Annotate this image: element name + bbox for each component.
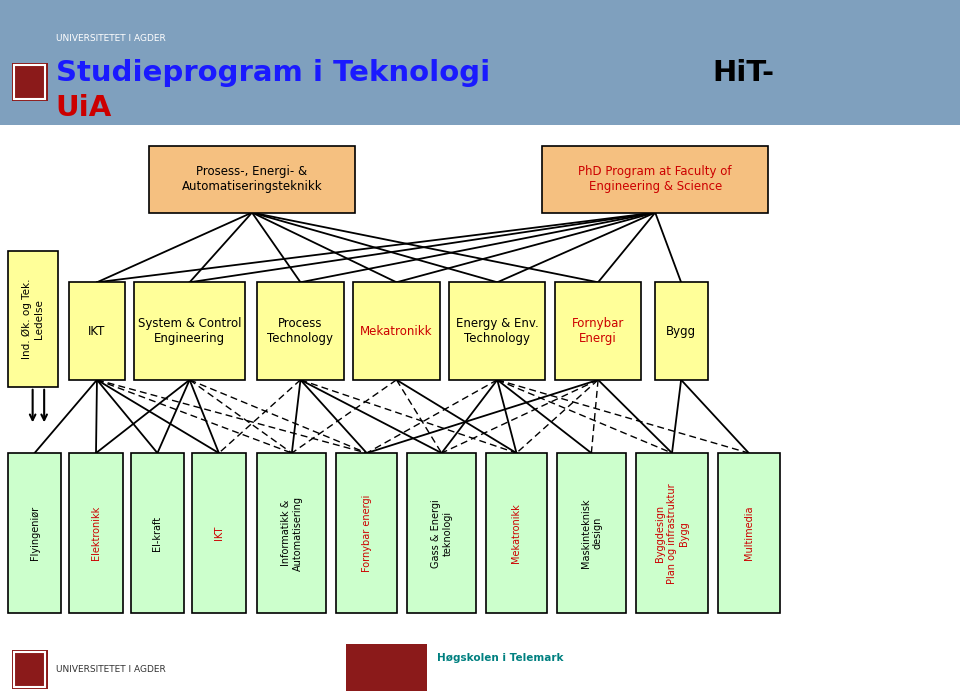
Text: Byggdesign
Plan og infrastruktur
Bygg: Byggdesign Plan og infrastruktur Bygg (656, 483, 688, 583)
FancyBboxPatch shape (14, 65, 45, 99)
FancyBboxPatch shape (12, 63, 48, 101)
FancyBboxPatch shape (69, 623, 784, 671)
Text: Studieprogram i Teknologi: Studieprogram i Teknologi (56, 59, 490, 87)
Text: Mekatronikk: Mekatronikk (360, 325, 433, 337)
FancyBboxPatch shape (336, 453, 397, 613)
FancyBboxPatch shape (131, 453, 184, 613)
Text: HiT-: HiT- (712, 59, 775, 87)
Text: IKT: IKT (88, 325, 106, 337)
FancyBboxPatch shape (542, 146, 768, 213)
FancyBboxPatch shape (134, 282, 245, 380)
FancyBboxPatch shape (557, 453, 626, 613)
FancyBboxPatch shape (555, 282, 641, 380)
FancyBboxPatch shape (718, 453, 780, 613)
Text: Mekatronikk: Mekatronikk (512, 503, 521, 563)
Text: Flyingeniør: Flyingeniør (30, 506, 39, 560)
FancyBboxPatch shape (0, 0, 960, 125)
FancyBboxPatch shape (12, 650, 48, 689)
Text: Fornybar
Energi: Fornybar Energi (572, 317, 624, 345)
Text: Gass & Energi
teknologi: Gass & Energi teknologi (431, 499, 452, 567)
Text: PhD Program at Faculty of
Engineering & Science: PhD Program at Faculty of Engineering & … (579, 165, 732, 194)
Text: Energy & Env.
Technology: Energy & Env. Technology (456, 317, 539, 345)
Text: Høgskolen i Telemark: Høgskolen i Telemark (437, 653, 564, 663)
FancyBboxPatch shape (449, 282, 545, 380)
Text: System & Control
Engineering: System & Control Engineering (138, 317, 241, 345)
FancyBboxPatch shape (257, 282, 344, 380)
Text: El-kraft: El-kraft (153, 516, 162, 551)
Text: Prosess-, Energi- &
Automatiseringsteknikk: Prosess-, Energi- & Automatiseringstekni… (181, 165, 323, 194)
FancyBboxPatch shape (655, 282, 708, 380)
FancyBboxPatch shape (14, 652, 45, 687)
FancyBboxPatch shape (192, 453, 246, 613)
FancyBboxPatch shape (0, 620, 960, 697)
FancyBboxPatch shape (636, 453, 708, 613)
Text: Elektronikk: Elektronikk (91, 506, 101, 560)
FancyBboxPatch shape (69, 453, 123, 613)
FancyBboxPatch shape (8, 251, 58, 387)
Text: UNIVERSITETET I AGDER: UNIVERSITETET I AGDER (56, 665, 165, 673)
Text: UNIVERSITETET I AGDER: UNIVERSITETET I AGDER (56, 34, 165, 43)
Text: Maskinteknisk
design: Maskinteknisk design (581, 498, 602, 568)
FancyBboxPatch shape (69, 282, 125, 380)
Text: Fornybar energi: Fornybar energi (362, 494, 372, 572)
Text: Informatikk &
Automatisering: Informatikk & Automatisering (281, 496, 302, 571)
FancyBboxPatch shape (407, 453, 476, 613)
FancyBboxPatch shape (346, 644, 427, 691)
FancyBboxPatch shape (149, 146, 355, 213)
Text: UiA: UiA (56, 94, 112, 122)
Text: Ind. Øk. og Tek.
Ledelse: Ind. Øk. og Tek. Ledelse (22, 279, 43, 359)
Text: Process
Technology: Process Technology (268, 317, 333, 345)
FancyBboxPatch shape (353, 282, 440, 380)
Text: Multimedia: Multimedia (744, 506, 754, 560)
Text: Forkurs: Forkurs (391, 638, 463, 656)
FancyBboxPatch shape (486, 453, 547, 613)
Text: Bygg: Bygg (666, 325, 696, 337)
FancyBboxPatch shape (8, 453, 61, 613)
FancyBboxPatch shape (257, 453, 326, 613)
Text: IKT: IKT (214, 526, 224, 540)
